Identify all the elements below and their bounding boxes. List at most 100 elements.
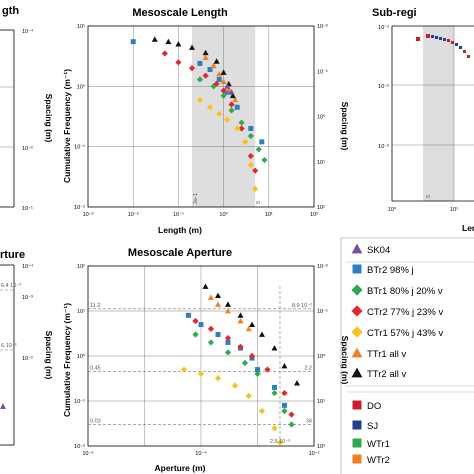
data-point (247, 152, 254, 160)
legend-marker (352, 264, 362, 274)
right-top-point (426, 34, 430, 38)
data-point (196, 76, 204, 83)
mesoscale-aperture-ylabel: Cumulative Frequency (m⁻¹) (62, 303, 72, 417)
data-point (197, 60, 203, 66)
data-point (241, 359, 249, 367)
data-point (254, 370, 261, 378)
data-point (248, 126, 254, 132)
left-top-title-fragment: gth (2, 5, 19, 17)
data-point (214, 375, 222, 382)
y-tick-label: 10⁻¹ (74, 399, 85, 405)
x-tick-label: 10⁻⁴ (195, 450, 207, 457)
legend-marker (351, 243, 363, 254)
data-point (175, 59, 182, 66)
data-point (249, 321, 256, 327)
data-point (242, 138, 249, 145)
legend-marker (351, 367, 363, 378)
data-point (271, 345, 278, 351)
left-top-ytick: 10⁻⁴ (22, 28, 34, 35)
plot-frame (87, 25, 315, 208)
data-point (288, 411, 295, 418)
x-tick-label: 10⁻¹ (173, 212, 184, 218)
data-point (224, 116, 231, 123)
data-point (220, 78, 227, 84)
legend-marker (351, 284, 363, 296)
data-point (180, 366, 188, 373)
x-tick-label: 10⁰ (219, 211, 228, 218)
legend-label: CTr2 77% j 23% v (367, 307, 443, 318)
legend-label: CTr1 57% j 43% v (367, 328, 443, 339)
x-tick-label: 10⁻² (309, 451, 320, 457)
data-point (281, 402, 287, 408)
data-point (237, 312, 244, 318)
y-tick-label: 10⁰ (77, 83, 86, 90)
data-point (224, 89, 230, 95)
data-point (232, 96, 239, 103)
mesoscale-length-xlabel: Length (m) (158, 225, 202, 235)
data-point (207, 67, 213, 73)
right-top-ytick: 10⁻³ (378, 144, 389, 150)
right-top-point (463, 50, 466, 53)
annotation-label: 2.2 (304, 366, 312, 372)
data-point (161, 50, 168, 57)
data-point (220, 87, 227, 94)
data-point (276, 439, 284, 446)
y2-tick-label: 10⁻¹ (317, 69, 328, 75)
legend-marker (351, 326, 363, 338)
data-point (202, 283, 209, 289)
right-top-xtick: 10¹ (450, 207, 458, 213)
annotation-label: 2.5 10⁻³ (270, 439, 290, 445)
x-tick-label: 10⁻⁶ (82, 450, 93, 457)
mesoscale-aperture-y2label: Spacing (m) (340, 336, 350, 385)
left-top-ylabel: Spacing (m) (44, 94, 54, 143)
data-point (206, 104, 214, 111)
right-top-point (439, 37, 442, 40)
data-point (234, 125, 241, 132)
data-point (237, 317, 244, 324)
mesoscale-aperture-title: Mesoscale Aperture (128, 247, 232, 259)
data-point (271, 389, 278, 397)
data-point (252, 185, 259, 192)
data-point (272, 384, 278, 390)
right-top-point (467, 55, 470, 58)
y-tick-label: 10⁻¹ (74, 145, 85, 151)
legend-marker (351, 305, 363, 317)
data-point (224, 334, 232, 342)
data-point (245, 325, 252, 332)
y2-tick-label: 10⁰ (317, 353, 326, 360)
left-top-ytick: 10⁻² (22, 146, 33, 152)
data-point (216, 71, 223, 77)
right-top-point (455, 43, 458, 46)
data-point (151, 36, 158, 42)
mesoscale-aperture-xlabel: Aperture (m) (154, 463, 205, 473)
data-point (188, 65, 196, 72)
right-top-point (443, 38, 446, 41)
left-bottom-ytick: 10⁻³ (22, 295, 33, 301)
right-top-point (459, 46, 462, 49)
legend-marker (352, 400, 362, 410)
y-tick-label: 10¹ (77, 309, 85, 315)
data-point (215, 332, 221, 338)
left-bottom-ytick: 10⁻² (22, 356, 33, 362)
legend-label: SJ (367, 421, 378, 432)
data-point (245, 392, 252, 399)
data-point (189, 44, 196, 50)
legend-label: TTr1 all v (367, 349, 406, 360)
data-point (288, 421, 295, 428)
data-point (259, 139, 265, 145)
left-top-panel: gth 10⁻⁴ 10⁻² 10⁻¹ Spacing (m) (0, 5, 54, 212)
data-point (258, 331, 265, 337)
left-bottom-ylabel: Spacing (m) (44, 331, 54, 380)
annotation-label: 0.03 (90, 419, 101, 425)
left-bottom-ytick: 10⁻⁴ (22, 263, 34, 270)
data-point (220, 69, 227, 75)
mesoscale-aperture-panel: Mesoscale Aperture Cumulative Frequency … (62, 247, 350, 473)
right-top-shaded-range (423, 26, 454, 201)
data-point (196, 96, 204, 103)
annotation-label: 8.9 10⁻² (292, 303, 312, 309)
data-point (198, 322, 204, 328)
data-point (234, 104, 240, 110)
legend-label: SK04 (367, 245, 390, 256)
right-top-point (447, 39, 450, 42)
